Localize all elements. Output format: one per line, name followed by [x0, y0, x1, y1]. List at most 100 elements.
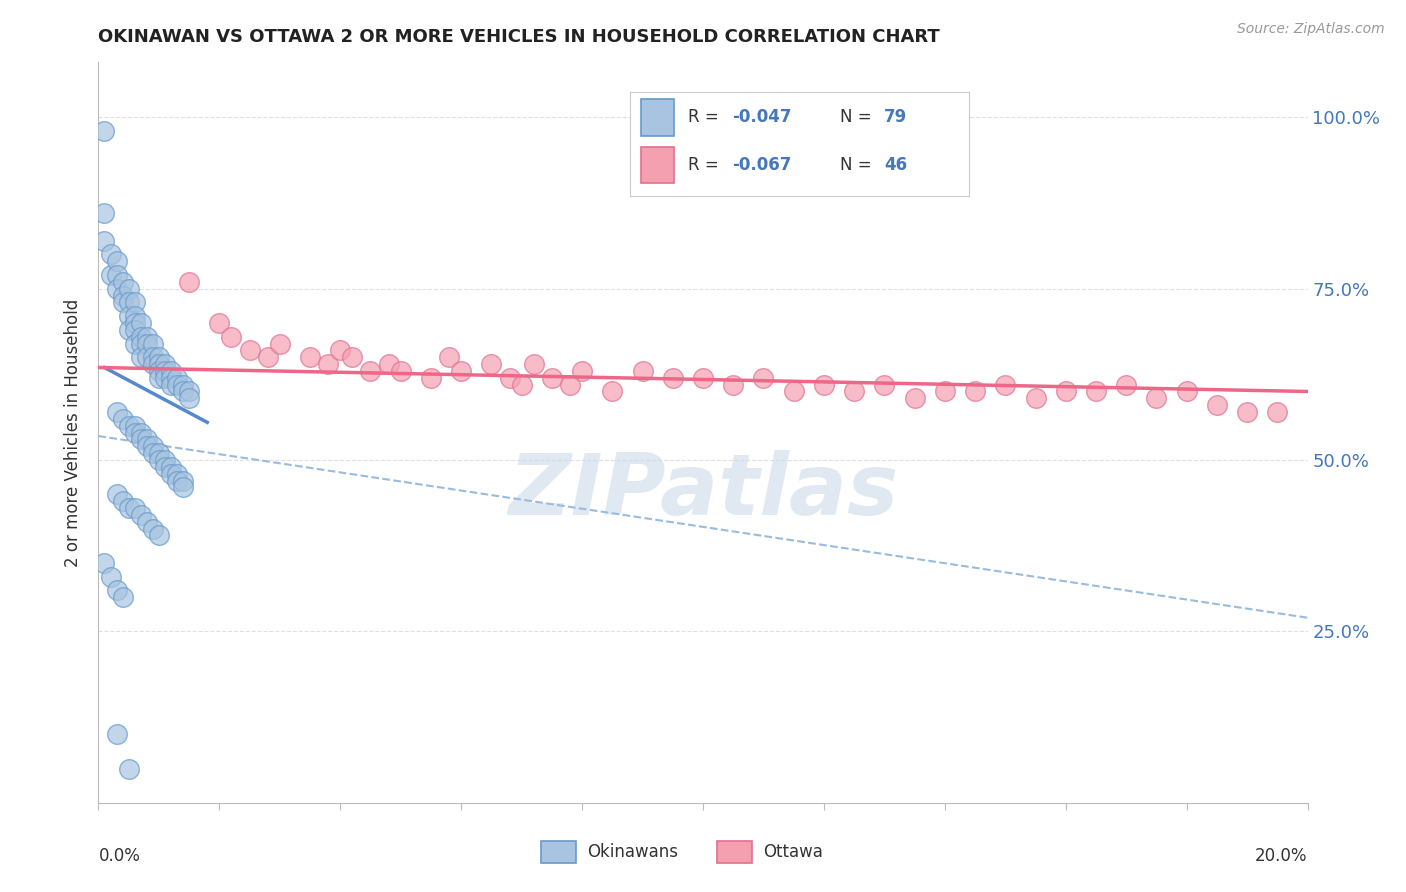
- Point: [498, 371, 520, 385]
- Point: [105, 268, 128, 282]
- Point: [1144, 392, 1167, 406]
- Point: [135, 439, 157, 453]
- Point: [100, 268, 122, 282]
- Point: [160, 467, 183, 481]
- Point: [166, 467, 188, 481]
- Point: [135, 329, 157, 343]
- Point: [118, 762, 141, 776]
- Point: [661, 371, 683, 385]
- Text: ZIPatlas: ZIPatlas: [508, 450, 898, 533]
- Point: [124, 501, 146, 516]
- Point: [148, 446, 170, 460]
- Point: [124, 323, 146, 337]
- Point: [166, 371, 188, 385]
- Point: [129, 425, 152, 440]
- Point: [160, 377, 183, 392]
- Point: [93, 206, 115, 220]
- Point: [179, 275, 201, 289]
- Point: [1024, 392, 1046, 406]
- Point: [179, 384, 201, 399]
- Point: [269, 336, 291, 351]
- Point: [965, 384, 987, 399]
- Point: [118, 418, 141, 433]
- Text: OKINAWAN VS OTTAWA 2 OR MORE VEHICLES IN HOUSEHOLD CORRELATION CHART: OKINAWAN VS OTTAWA 2 OR MORE VEHICLES IN…: [98, 28, 941, 45]
- Point: [100, 569, 122, 583]
- Point: [118, 501, 141, 516]
- Point: [153, 357, 176, 371]
- Point: [93, 556, 115, 570]
- Point: [129, 329, 152, 343]
- Point: [329, 343, 352, 358]
- Point: [160, 371, 183, 385]
- FancyBboxPatch shape: [717, 840, 752, 863]
- Point: [111, 590, 134, 604]
- Point: [813, 377, 835, 392]
- Point: [1085, 384, 1108, 399]
- Point: [571, 364, 593, 378]
- Point: [1115, 377, 1137, 392]
- Point: [510, 377, 533, 392]
- Point: [1206, 398, 1229, 412]
- Point: [256, 350, 278, 364]
- Point: [124, 309, 146, 323]
- Point: [124, 316, 146, 330]
- Point: [105, 405, 128, 419]
- Point: [118, 309, 141, 323]
- Point: [118, 295, 141, 310]
- Point: [124, 425, 146, 440]
- Point: [118, 323, 141, 337]
- Point: [153, 371, 176, 385]
- Point: [153, 459, 176, 474]
- Point: [142, 446, 165, 460]
- Point: [93, 124, 115, 138]
- Point: [135, 336, 157, 351]
- Point: [142, 336, 165, 351]
- Text: Ottawa: Ottawa: [762, 843, 823, 861]
- Point: [904, 392, 927, 406]
- Point: [172, 474, 194, 488]
- Point: [135, 515, 157, 529]
- Point: [1054, 384, 1077, 399]
- Point: [934, 384, 956, 399]
- Point: [129, 316, 152, 330]
- Point: [105, 282, 128, 296]
- Text: 20.0%: 20.0%: [1256, 847, 1308, 865]
- Point: [166, 474, 188, 488]
- Point: [873, 377, 896, 392]
- Y-axis label: 2 or more Vehicles in Household: 2 or more Vehicles in Household: [65, 299, 83, 566]
- Point: [631, 364, 654, 378]
- Point: [142, 439, 165, 453]
- Point: [481, 357, 503, 371]
- Point: [179, 392, 201, 406]
- Point: [602, 384, 624, 399]
- Point: [148, 528, 170, 542]
- Point: [105, 727, 128, 741]
- FancyBboxPatch shape: [541, 840, 576, 863]
- Point: [377, 357, 399, 371]
- Point: [124, 418, 146, 433]
- Point: [221, 329, 243, 343]
- Point: [93, 234, 115, 248]
- Point: [142, 357, 165, 371]
- Point: [111, 412, 134, 426]
- Point: [105, 254, 128, 268]
- Point: [111, 288, 134, 302]
- Point: [752, 371, 775, 385]
- Point: [172, 377, 194, 392]
- Point: [437, 350, 460, 364]
- Point: [153, 453, 176, 467]
- Point: [142, 522, 165, 536]
- Point: [129, 336, 152, 351]
- Point: [172, 480, 194, 494]
- Point: [389, 364, 412, 378]
- Point: [160, 459, 183, 474]
- Point: [129, 508, 152, 522]
- Point: [105, 487, 128, 501]
- Point: [1175, 384, 1198, 399]
- Point: [105, 583, 128, 598]
- Text: 0.0%: 0.0%: [98, 847, 141, 865]
- Point: [111, 295, 134, 310]
- Point: [135, 350, 157, 364]
- Point: [153, 364, 176, 378]
- Point: [118, 282, 141, 296]
